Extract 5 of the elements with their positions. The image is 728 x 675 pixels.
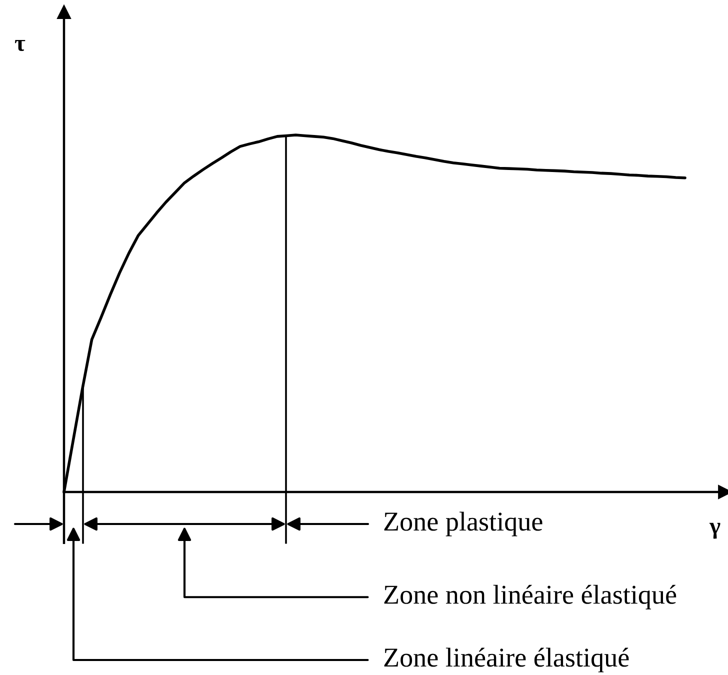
text: Zone plastique [384, 512, 542, 536]
text: Zone non linéaire élastiqué [384, 584, 676, 610]
text: Zone linéaire élastiqué [384, 648, 629, 672]
x-axis-title: γ [709, 522, 720, 539]
y-axis-title: τ [14, 40, 26, 52]
